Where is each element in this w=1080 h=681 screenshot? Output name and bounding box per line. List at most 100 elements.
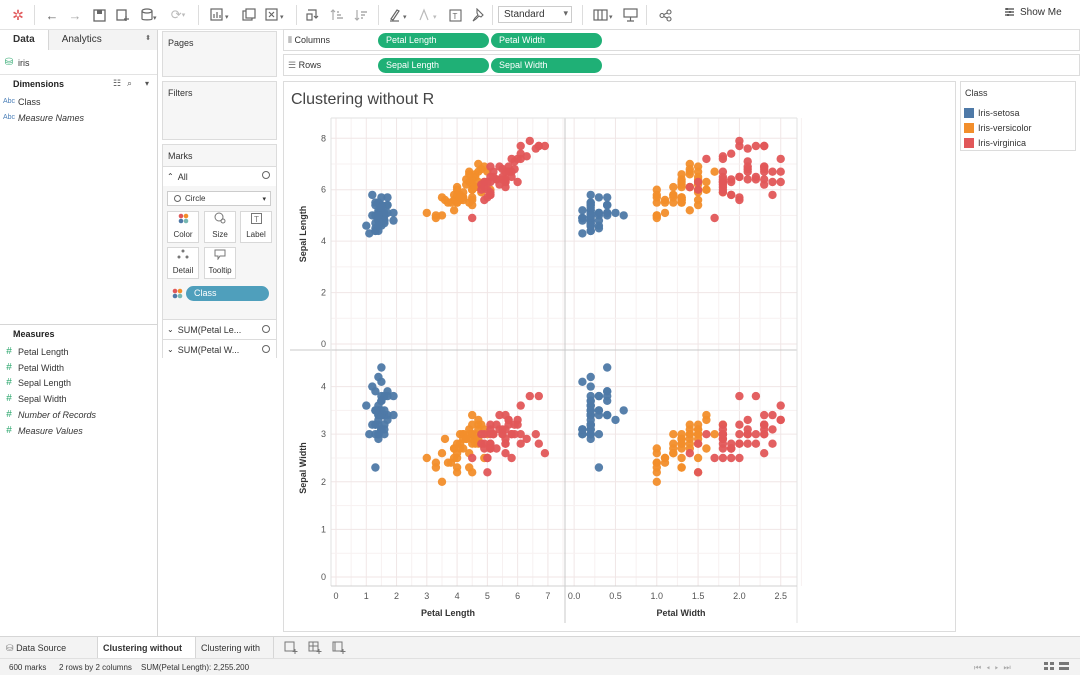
sheet-navigation-icons[interactable]: ⏮◂▸⏭	[974, 663, 1016, 672]
datasource-icon: ⛁	[4, 57, 14, 68]
presentation-mode-icon[interactable]	[620, 6, 640, 24]
data-point	[760, 141, 769, 151]
measure-item-sepal-width[interactable]: # Sepal Width	[0, 391, 157, 406]
refresh-icon[interactable]: ⟳ ▾	[170, 7, 186, 22]
data-point	[586, 203, 595, 212]
data-point	[586, 396, 595, 405]
fix-axes-icon[interactable]	[469, 6, 487, 24]
undo-icon[interactable]: ←	[45, 7, 59, 23]
tooltip-button[interactable]: Tooltip	[204, 247, 236, 279]
rows-pill-sepal-length[interactable]: Sepal Length	[378, 58, 489, 73]
swap-rows-columns-icon[interactable]	[304, 6, 322, 24]
new-datasource-icon[interactable]	[114, 6, 132, 24]
redo-icon[interactable]: →	[68, 7, 82, 23]
data-point	[586, 211, 595, 220]
tab-data[interactable]: Data	[0, 30, 49, 50]
mark-type-select[interactable]: Circle ▾	[167, 191, 271, 206]
new-dashboard-tab-icon[interactable]	[308, 641, 322, 657]
filters-card[interactable]: Filters	[162, 81, 277, 140]
x-tick-label: 4	[455, 591, 460, 601]
columns-icon: ⦀	[288, 35, 292, 45]
color-class-pill[interactable]: Class	[186, 286, 269, 301]
measure-item-number-of-records[interactable]: # Number of Records	[0, 407, 157, 422]
data-point	[462, 180, 471, 189]
filmstrip-icon[interactable]	[1059, 661, 1069, 673]
scatter-matrix-chart[interactable]: 0 2 4 6 8 Sepal Length 0 1 2 3 4 Sepal Width 0 1 2 3 4 5 6…	[284, 82, 955, 631]
measure-item-measure-values[interactable]: # Measure Values	[0, 423, 157, 438]
sort-descending-icon[interactable]	[352, 6, 370, 24]
clear-sheet-icon[interactable]: ▾	[262, 6, 290, 24]
legend-item-setosa[interactable]: Iris-setosa	[964, 106, 1020, 119]
pane-collapse-icon[interactable]: ⬍	[145, 35, 151, 42]
duplicate-sheet-icon[interactable]	[239, 6, 259, 24]
data-point	[468, 410, 477, 420]
sort-ascending-icon[interactable]	[328, 6, 346, 24]
y-tick-label: 1	[321, 524, 326, 534]
pause-updates-icon[interactable]: ▾	[139, 6, 161, 24]
legend-item-versicolor[interactable]: Iris-versicolor	[964, 121, 1032, 134]
measure-item-petal-length[interactable]: # Petal Length	[0, 344, 157, 359]
size-button[interactable]: Size	[204, 211, 236, 243]
tab-data-source[interactable]: ⛁ Data Source	[0, 637, 98, 659]
new-story-tab-icon[interactable]	[332, 641, 346, 657]
data-point	[751, 141, 761, 151]
data-point	[480, 195, 489, 205]
sheet-sorter-icon[interactable]	[1044, 661, 1054, 673]
columns-pill-petal-width[interactable]: Petal Width	[491, 33, 602, 48]
marks-petal-width-row[interactable]: ⌄ SUM(Petal W...	[163, 339, 276, 359]
dimension-item-measure-names[interactable]: Abc Measure Names	[0, 110, 157, 125]
color-button[interactable]: Color	[167, 211, 199, 243]
show-me-button[interactable]: Show Me	[1004, 7, 1062, 18]
data-point	[501, 439, 510, 448]
tab-analytics[interactable]: Analytics	[48, 30, 157, 50]
data-point	[603, 208, 612, 218]
group-members-icon[interactable]: ▾	[416, 6, 442, 24]
show-labels-icon[interactable]: T	[446, 6, 464, 24]
status-sum: SUM(Petal Length): 2,255.200	[141, 663, 250, 672]
data-point	[619, 406, 628, 415]
legend-item-virginica[interactable]: Iris-virginica	[964, 136, 1026, 149]
data-point	[594, 463, 604, 472]
marks-all-row[interactable]: ⌃ All	[163, 166, 276, 186]
color-legend-icon	[172, 288, 183, 302]
detail-button[interactable]: Detail	[167, 247, 199, 279]
pages-card[interactable]: Pages	[162, 31, 277, 77]
tab-clustering-without-r[interactable]: Clustering without R	[98, 637, 196, 675]
search-icon[interactable]: ⌕	[127, 78, 133, 88]
marks-petal-length-row[interactable]: ⌄ SUM(Petal Le...	[163, 319, 276, 339]
highlight-icon[interactable]: ▾	[386, 6, 412, 24]
data-point	[677, 463, 686, 472]
new-worksheet-tab-icon[interactable]	[284, 641, 298, 657]
data-point	[586, 415, 595, 425]
data-point	[586, 430, 595, 439]
dimensions-menu-icon[interactable]: ▾	[145, 79, 150, 88]
data-point	[702, 154, 711, 164]
show-cards-icon[interactable]: ▾	[590, 6, 618, 24]
color-legend[interactable]: Class Iris-setosa Iris-versicolor Iris-v…	[960, 81, 1076, 151]
show-me-icon	[1005, 8, 1014, 16]
measure-item-petal-width[interactable]: # Petal Width	[0, 360, 157, 375]
data-point	[710, 167, 719, 176]
rows-shelf[interactable]: ☰ Rows Sepal Length Sepal Width	[283, 54, 1080, 76]
datasource-item[interactable]: ⛁ iris	[0, 55, 157, 70]
data-point	[443, 458, 453, 467]
data-point	[507, 453, 516, 463]
tab-clustering-with-r[interactable]: Clustering with R	[196, 637, 274, 675]
data-point	[377, 363, 386, 372]
rows-pill-sepal-width[interactable]: Sepal Width	[491, 58, 602, 73]
list-view-icon[interactable]: ☷	[113, 78, 122, 88]
share-icon[interactable]	[656, 6, 674, 24]
label-button[interactable]: T Label	[240, 211, 272, 243]
save-icon[interactable]	[90, 6, 108, 24]
columns-pill-petal-length[interactable]: Petal Length	[378, 33, 489, 48]
dimension-item-class[interactable]: Abc Class	[0, 94, 157, 109]
data-point	[693, 425, 703, 434]
columns-shelf[interactable]: ⦀ Columns Petal Length Petal Width	[283, 29, 1080, 51]
new-worksheet-icon[interactable]: ▾	[207, 6, 235, 24]
data-point	[513, 177, 522, 187]
fit-select[interactable]: Standard ▾	[498, 6, 572, 23]
measure-item-sepal-length[interactable]: # Sepal Length	[0, 375, 157, 390]
datasource-icon: ⛁	[6, 643, 14, 653]
data-point	[677, 180, 686, 189]
tableau-logo-icon[interactable]: ✲	[12, 6, 24, 23]
